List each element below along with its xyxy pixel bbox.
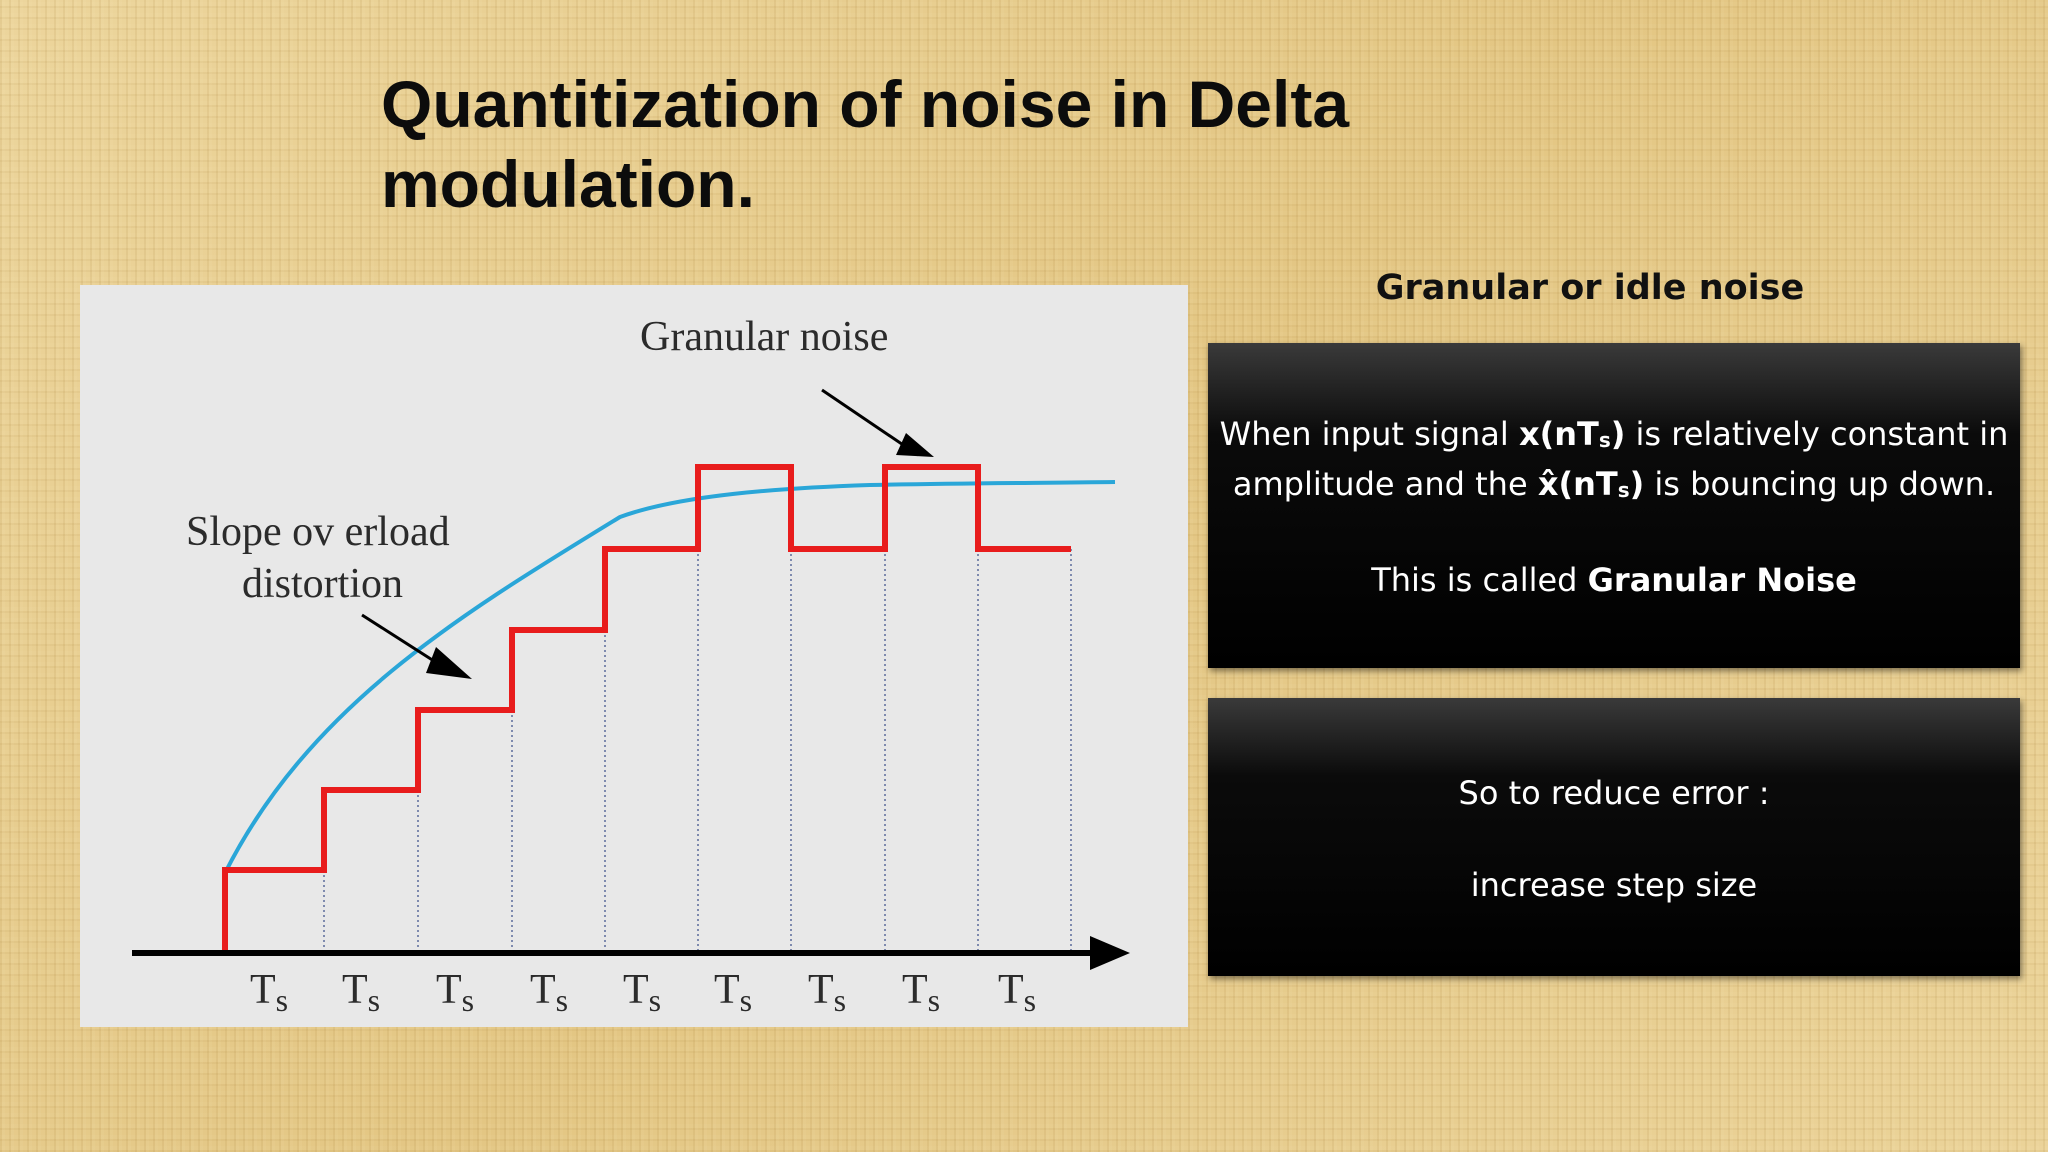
text-segment: amplitude and the	[1232, 465, 1538, 503]
text-segment: x̂(nT	[1537, 465, 1618, 503]
reduce-error-line: So to reduce error :	[1458, 774, 1770, 812]
tick-label: Ts	[623, 967, 661, 1018]
subscript: s	[1598, 428, 1611, 452]
slope-overload-label-line1: Slope ov erload	[186, 509, 450, 555]
granular-arrowhead-icon	[896, 433, 934, 457]
slide-title: Quantitization of noise in Delta modulat…	[381, 67, 1350, 221]
delta-modulation-diagram: Granular noise Slope ov erload distortio…	[80, 285, 1188, 1027]
tick-label: Ts	[530, 967, 568, 1018]
granular-noise-term: Granular Noise	[1587, 561, 1857, 599]
text-segment: When input signal	[1219, 415, 1519, 453]
reduce-error-box: So to reduce error : increase step size	[1208, 698, 2020, 976]
tick-label: Ts	[342, 967, 380, 1018]
slope-overload-label-line2: distortion	[242, 561, 403, 607]
staircase-approximation	[222, 464, 1071, 953]
text-segment: )	[1610, 415, 1626, 453]
time-axis-arrow-icon	[1090, 936, 1130, 970]
text-segment: is relatively constant in	[1625, 415, 2009, 453]
signal-symbol: x(nTs)	[1519, 415, 1625, 453]
sampling-lines	[323, 549, 1072, 953]
estimate-symbol: x̂(nTs)	[1538, 465, 1644, 503]
subscript: s	[1617, 478, 1630, 502]
tick-label: Ts	[808, 967, 846, 1018]
tick-labels: Ts Ts Ts Ts Ts Ts Ts Ts Ts	[250, 967, 1036, 1018]
tick-label: Ts	[998, 967, 1036, 1018]
text-segment: )	[1629, 465, 1645, 503]
explanation-line-1: When input signal x(nTs) is relatively c…	[1208, 411, 2020, 461]
granular-noise-label: Granular noise	[640, 314, 888, 360]
explanation-line-2: amplitude and the x̂(nTs) is bouncing up…	[1208, 461, 2020, 511]
side-heading: Granular or idle noise	[1375, 268, 1805, 308]
diagram-canvas: Granular noise Slope ov erload distortio…	[132, 314, 1130, 1018]
tick-label: Ts	[714, 967, 752, 1018]
increase-step-line: increase step size	[1470, 866, 1758, 904]
text-segment: is bouncing up down.	[1644, 465, 1996, 503]
slope-arrowhead-icon	[426, 647, 472, 679]
text-segment: This is called	[1371, 561, 1588, 599]
explanation-line-3: This is called Granular Noise	[1208, 557, 2020, 603]
text-segment: x(nT	[1518, 415, 1599, 453]
tick-label: Ts	[250, 967, 288, 1018]
granular-noise-explanation-box: When input signal x(nTs) is relatively c…	[1208, 343, 2020, 668]
tick-label: Ts	[436, 967, 474, 1018]
tick-label: Ts	[902, 967, 940, 1018]
